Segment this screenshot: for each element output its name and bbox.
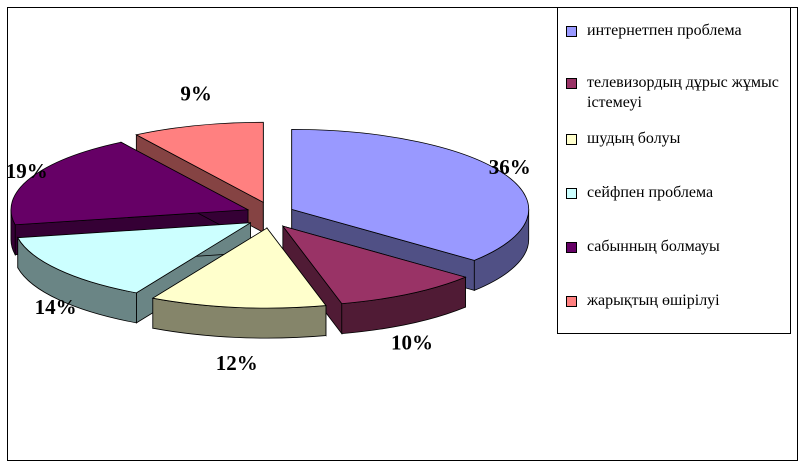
legend-label: телевизордың дұрыс жұмыс істемеуі (587, 74, 779, 111)
legend-swatch (566, 134, 577, 145)
legend-label: шудың болуы (587, 130, 681, 147)
legend-swatch (566, 188, 577, 199)
slice-percent-label: 14% (35, 295, 77, 319)
legend-label: сейфпен проблема (587, 184, 714, 201)
slice-percent-label: 12% (216, 351, 258, 375)
slice-percent-label: 10% (391, 331, 433, 355)
legend-swatch (566, 78, 577, 89)
slice-percent-label: 36% (489, 155, 531, 179)
chart-legend: интернетпен проблема телевизордың дұрыс … (557, 7, 791, 334)
legend-label: жарықтың өшірілуі (587, 292, 720, 309)
slice-top-face (151, 227, 327, 309)
legend-swatch (566, 242, 577, 253)
pie-slice (151, 226, 327, 339)
slice-percent-label: 19% (6, 159, 48, 183)
slice-top-face (10, 141, 250, 226)
pie-slice (281, 224, 467, 335)
legend-swatch (566, 26, 577, 37)
slice-top-face (291, 128, 530, 261)
legend-label: интернетпен проблема (587, 22, 742, 39)
legend-swatch (566, 296, 577, 307)
slice-top-face (17, 222, 251, 294)
legend-label: сабынның болмауы (587, 238, 720, 255)
slice-percent-label: 9% (180, 81, 212, 105)
slice-top-face (281, 225, 467, 305)
slice-top-face (135, 121, 264, 203)
